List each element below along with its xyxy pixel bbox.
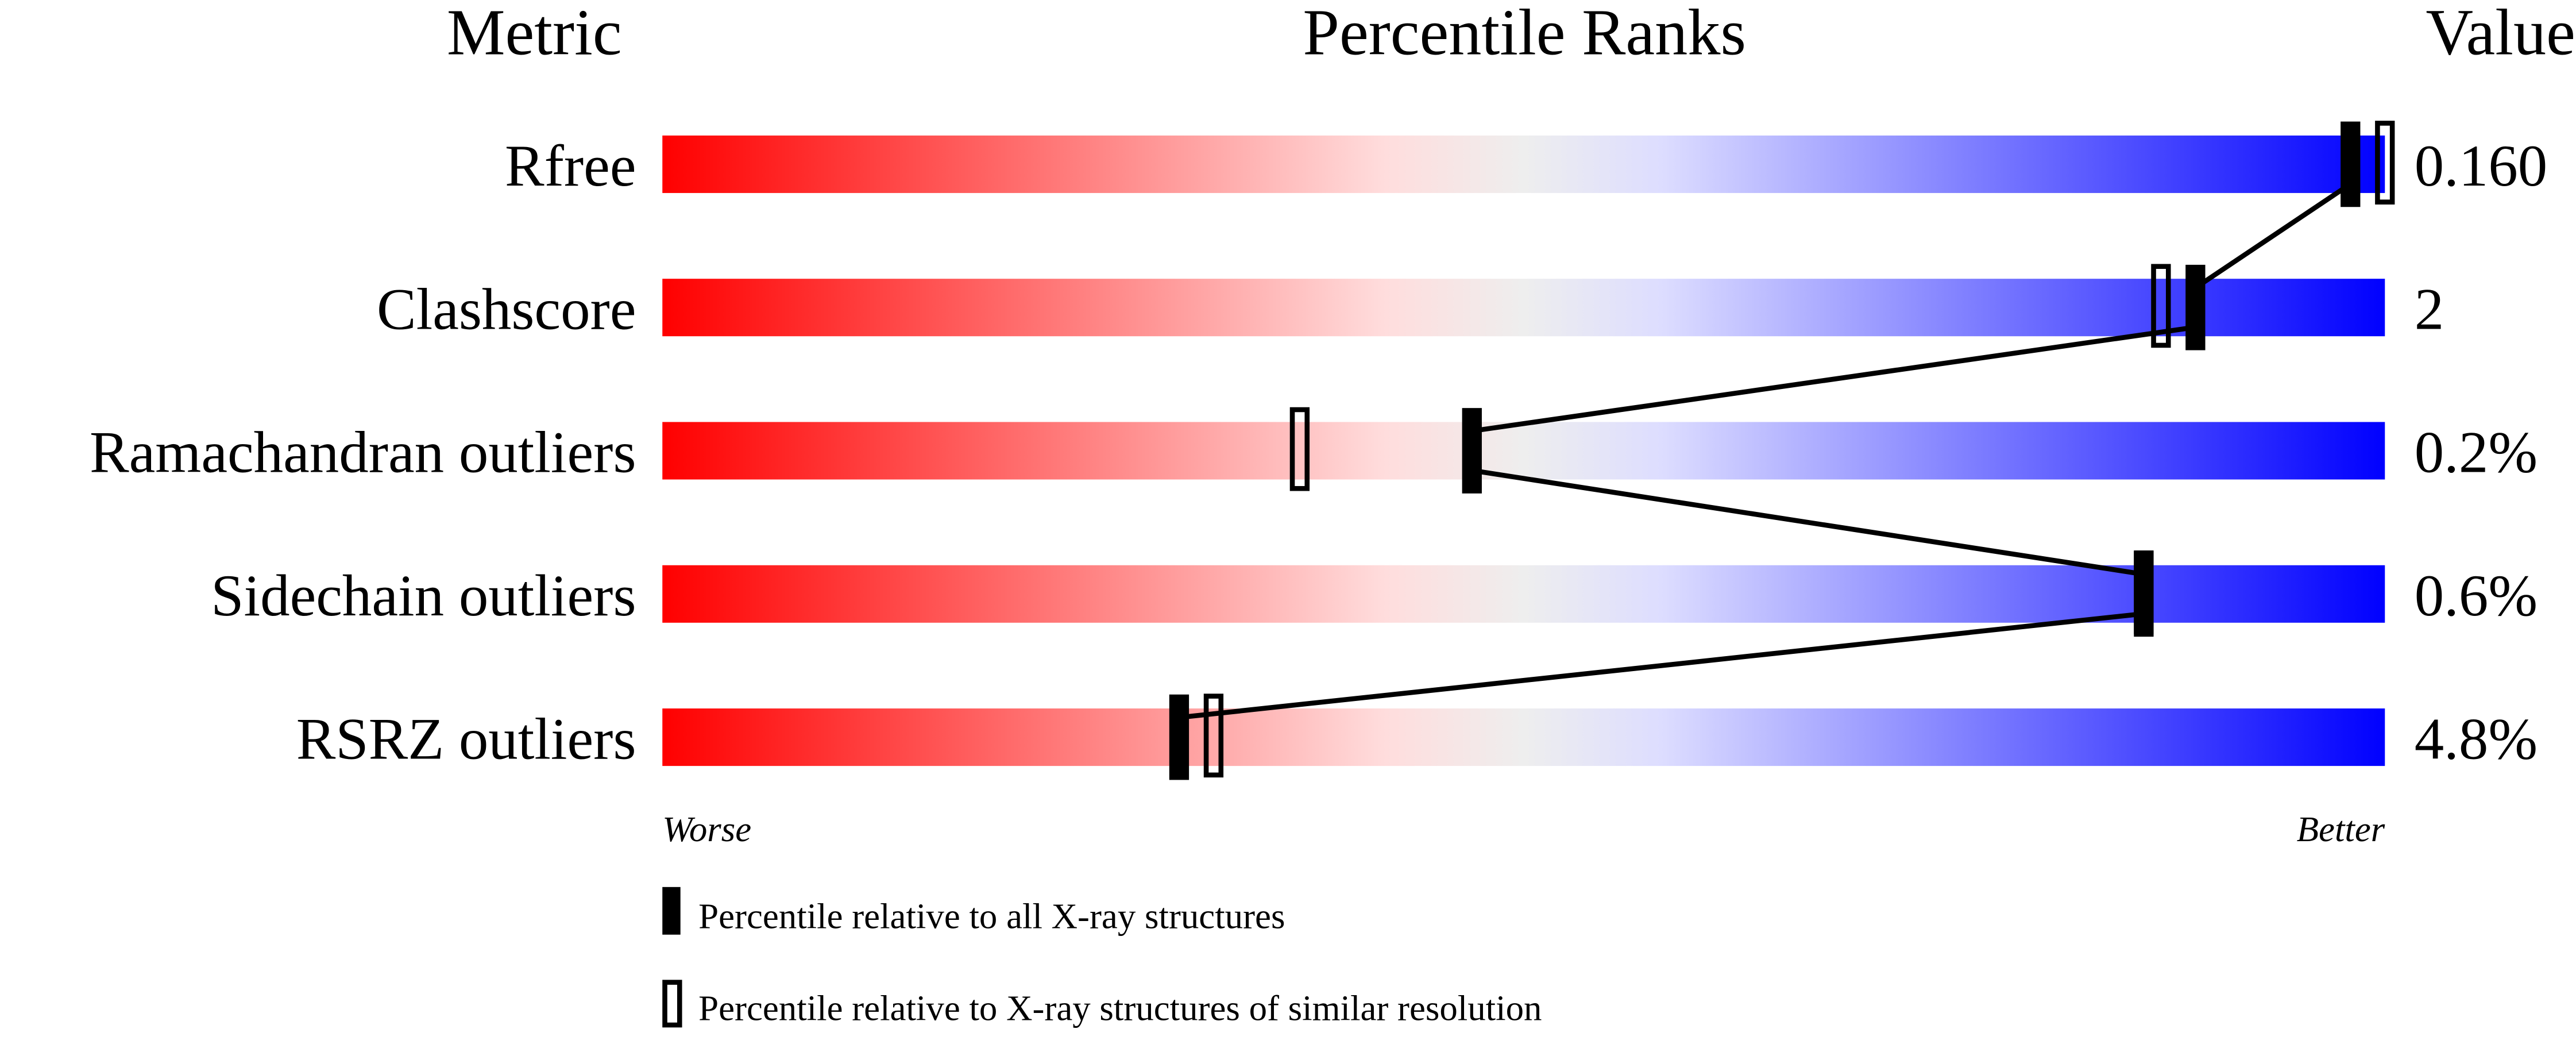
connector-line [2193,182,2352,290]
metric-value: 4.8% [2415,706,2538,772]
legend-label-all: Percentile relative to all X-ray structu… [698,896,1285,936]
marker-all-structures [2134,551,2154,637]
marker-similar-resolution [2375,121,2395,205]
marker-all-structures [1462,408,1482,494]
marker-all-structures [1169,694,1189,780]
metric-value: 0.6% [2415,563,2538,629]
header-value: Value [2426,0,2575,68]
metric-label: RSRZ outliers [296,706,636,772]
connector-line [1179,611,2144,720]
connector-line [1472,325,2196,434]
marker-all-structures [2341,121,2361,207]
percentile-bar [662,565,2385,623]
connector-lines [1179,182,2352,720]
markers [1169,121,2395,780]
rows: Rfree 0.160 Clashscore 2 Ramachandran outlie… [90,133,2547,772]
metric-value: 0.2% [2415,420,2538,486]
percentile-bar [662,708,2385,766]
connector-line [1472,468,2145,577]
metric-label: Clashscore [377,276,636,342]
percentile-bar [662,135,2385,193]
legend-open-marker-icon [662,980,682,1028]
marker-all-structures [2185,264,2206,350]
axis-label-better: Better [2297,809,2385,849]
header-percentile-ranks: Percentile Ranks [1303,0,1746,68]
marker-similar-resolution [1289,407,1310,491]
percentile-bar [662,279,2385,337]
marker-similar-resolution [2151,264,2171,348]
metric-label: Rfree [505,133,636,199]
legend-label-similar: Percentile relative to X-ray structures … [698,988,1542,1028]
header-metric: Metric [447,0,622,68]
marker-similar-resolution [1203,693,1224,778]
metric-label: Sidechain outliers [211,563,636,629]
metric-value: 0.160 [2415,133,2548,199]
legend-filled-marker-icon [662,887,681,935]
axis-label-worse: Worse [662,809,751,849]
metric-value: 2 [2415,276,2444,342]
metric-label: Ramachandran outliers [90,420,636,486]
percentile-bar [662,422,2385,480]
